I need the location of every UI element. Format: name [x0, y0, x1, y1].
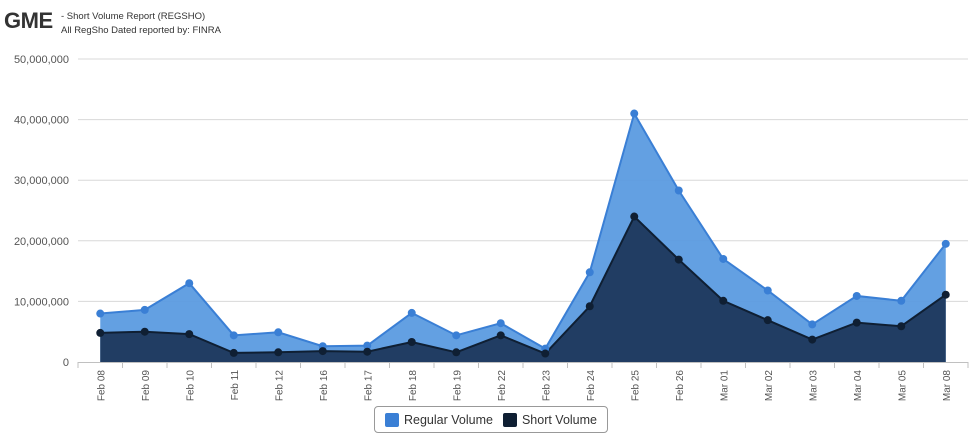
point-regular-volume[interactable]	[808, 320, 817, 329]
x-tick-label: Feb 16	[319, 370, 330, 402]
x-tick-label: Feb 23	[541, 370, 552, 402]
point-regular-volume[interactable]	[674, 186, 683, 195]
y-tick-label: 50,000,000	[14, 54, 69, 66]
point-regular-volume[interactable]	[363, 341, 372, 350]
point-regular-volume[interactable]	[941, 239, 950, 248]
point-short-volume[interactable]	[140, 327, 149, 336]
x-tick-label: Feb 26	[675, 370, 686, 402]
point-short-volume[interactable]	[763, 316, 772, 325]
point-regular-volume[interactable]	[407, 308, 416, 317]
point-regular-volume[interactable]	[763, 286, 772, 295]
x-tick-label: Mar 05	[897, 370, 908, 402]
legend-label-short: Short Volume	[521, 412, 597, 427]
point-short-volume[interactable]	[363, 347, 372, 356]
x-tick-label: Feb 19	[452, 370, 463, 402]
line-short-volume	[100, 214, 947, 355]
y-tick-label: 20,000,000	[14, 236, 69, 248]
legend-swatch-short	[502, 412, 517, 427]
point-regular-volume[interactable]	[585, 268, 594, 277]
point-short-volume[interactable]	[719, 296, 728, 305]
series-points[interactable]	[96, 109, 950, 358]
x-tick-label: Mar 03	[808, 370, 819, 402]
report-title: - Short Volume Report (REGSHO)	[61, 11, 206, 22]
area-short-volume	[100, 216, 946, 362]
point-regular-volume[interactable]	[229, 331, 238, 340]
x-tick-label: Mar 01	[719, 370, 730, 402]
point-short-volume[interactable]	[852, 318, 861, 327]
point-short-volume[interactable]	[630, 212, 639, 221]
point-regular-volume[interactable]	[274, 328, 283, 337]
point-regular-volume[interactable]	[452, 331, 461, 340]
point-short-volume[interactable]	[674, 255, 683, 264]
point-regular-volume[interactable]	[185, 279, 194, 288]
point-short-volume[interactable]	[185, 330, 194, 339]
line-regular-volume	[100, 110, 947, 351]
x-tick-label: Feb 12	[274, 370, 285, 402]
point-regular-volume[interactable]	[140, 305, 149, 314]
x-tick-label: Feb 24	[586, 370, 597, 402]
area-regular-volume	[100, 113, 946, 362]
x-tick-label: Feb 17	[363, 370, 374, 402]
point-regular-volume[interactable]	[852, 291, 861, 300]
x-tick-label: Feb 22	[497, 370, 508, 402]
point-regular-volume[interactable]	[897, 296, 906, 305]
point-short-volume[interactable]	[585, 302, 594, 311]
point-short-volume[interactable]	[541, 349, 550, 358]
point-regular-volume[interactable]	[496, 319, 505, 328]
x-tick-label: Feb 25	[630, 370, 641, 402]
y-tick-label: 30,000,000	[14, 175, 69, 187]
x-tick-label: Feb 10	[185, 370, 196, 402]
y-tick-label: 40,000,000	[14, 115, 69, 127]
x-tick-label: Feb 08	[96, 370, 107, 402]
legend-swatch-regular	[385, 412, 399, 427]
x-tick-label: Mar 04	[853, 370, 864, 402]
grid-lines	[78, 58, 968, 302]
y-tick-label: 10,000,000	[14, 296, 69, 308]
report-source: All RegSho Dated reported by: FINRA	[61, 25, 221, 36]
legend-item-short-volume[interactable]: Short Volume	[502, 412, 597, 427]
point-short-volume[interactable]	[808, 335, 817, 344]
ticker-symbol: GME	[4, 8, 53, 33]
point-short-volume[interactable]	[941, 290, 950, 299]
x-tick-label: Mar 02	[764, 370, 775, 402]
series-areas	[100, 110, 947, 362]
y-tick-label: 0	[63, 357, 69, 369]
x-tick-label: Feb 09	[141, 370, 152, 402]
point-short-volume[interactable]	[229, 348, 238, 357]
point-regular-volume[interactable]	[719, 254, 728, 263]
point-short-volume[interactable]	[96, 328, 105, 337]
x-tick-label: Feb 18	[408, 370, 419, 402]
legend-item-regular-volume[interactable]: Regular Volume	[385, 412, 493, 427]
x-tick-label: Mar 08	[942, 370, 953, 402]
point-regular-volume[interactable]	[96, 309, 105, 318]
point-short-volume[interactable]	[407, 338, 416, 347]
chart-legend: Regular Volume Short Volume	[374, 406, 608, 433]
point-short-volume[interactable]	[452, 348, 461, 357]
point-short-volume[interactable]	[897, 322, 906, 331]
point-short-volume[interactable]	[496, 331, 505, 340]
point-regular-volume[interactable]	[630, 109, 639, 118]
point-short-volume[interactable]	[274, 348, 283, 357]
x-tick-label: Feb 11	[230, 370, 241, 401]
point-short-volume[interactable]	[318, 347, 327, 356]
legend-label-regular: Regular Volume	[404, 412, 493, 427]
axes: 0 10,000,000 20,000,000 30,000,000 40,000,00…	[14, 54, 969, 402]
